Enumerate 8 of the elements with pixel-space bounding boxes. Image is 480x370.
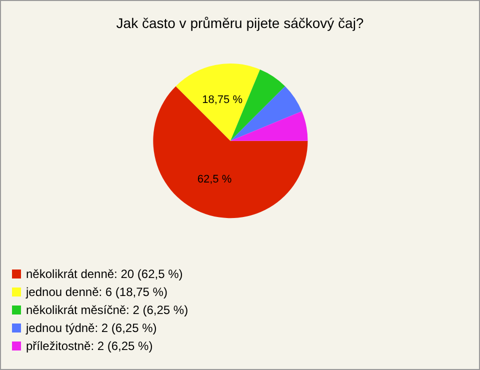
legend-label: příležitostně: 2 (6,25 %) (26, 339, 153, 353)
legend-label: několikrát měsíčně: 2 (6,25 %) (26, 303, 188, 317)
legend-label: jednou týdně: 2 (6,25 %) (25, 321, 157, 335)
legend-label: několikrát denně: 20 (62,5 %) (26, 267, 183, 281)
chart-title: Jak často v průměru pijete sáčkový čaj? (116, 15, 364, 31)
data-label: 18,75 % (202, 94, 243, 106)
data-label: 62,5 % (197, 173, 232, 186)
legend-label: jednou denně: 6 (18,75 %) (25, 285, 168, 299)
